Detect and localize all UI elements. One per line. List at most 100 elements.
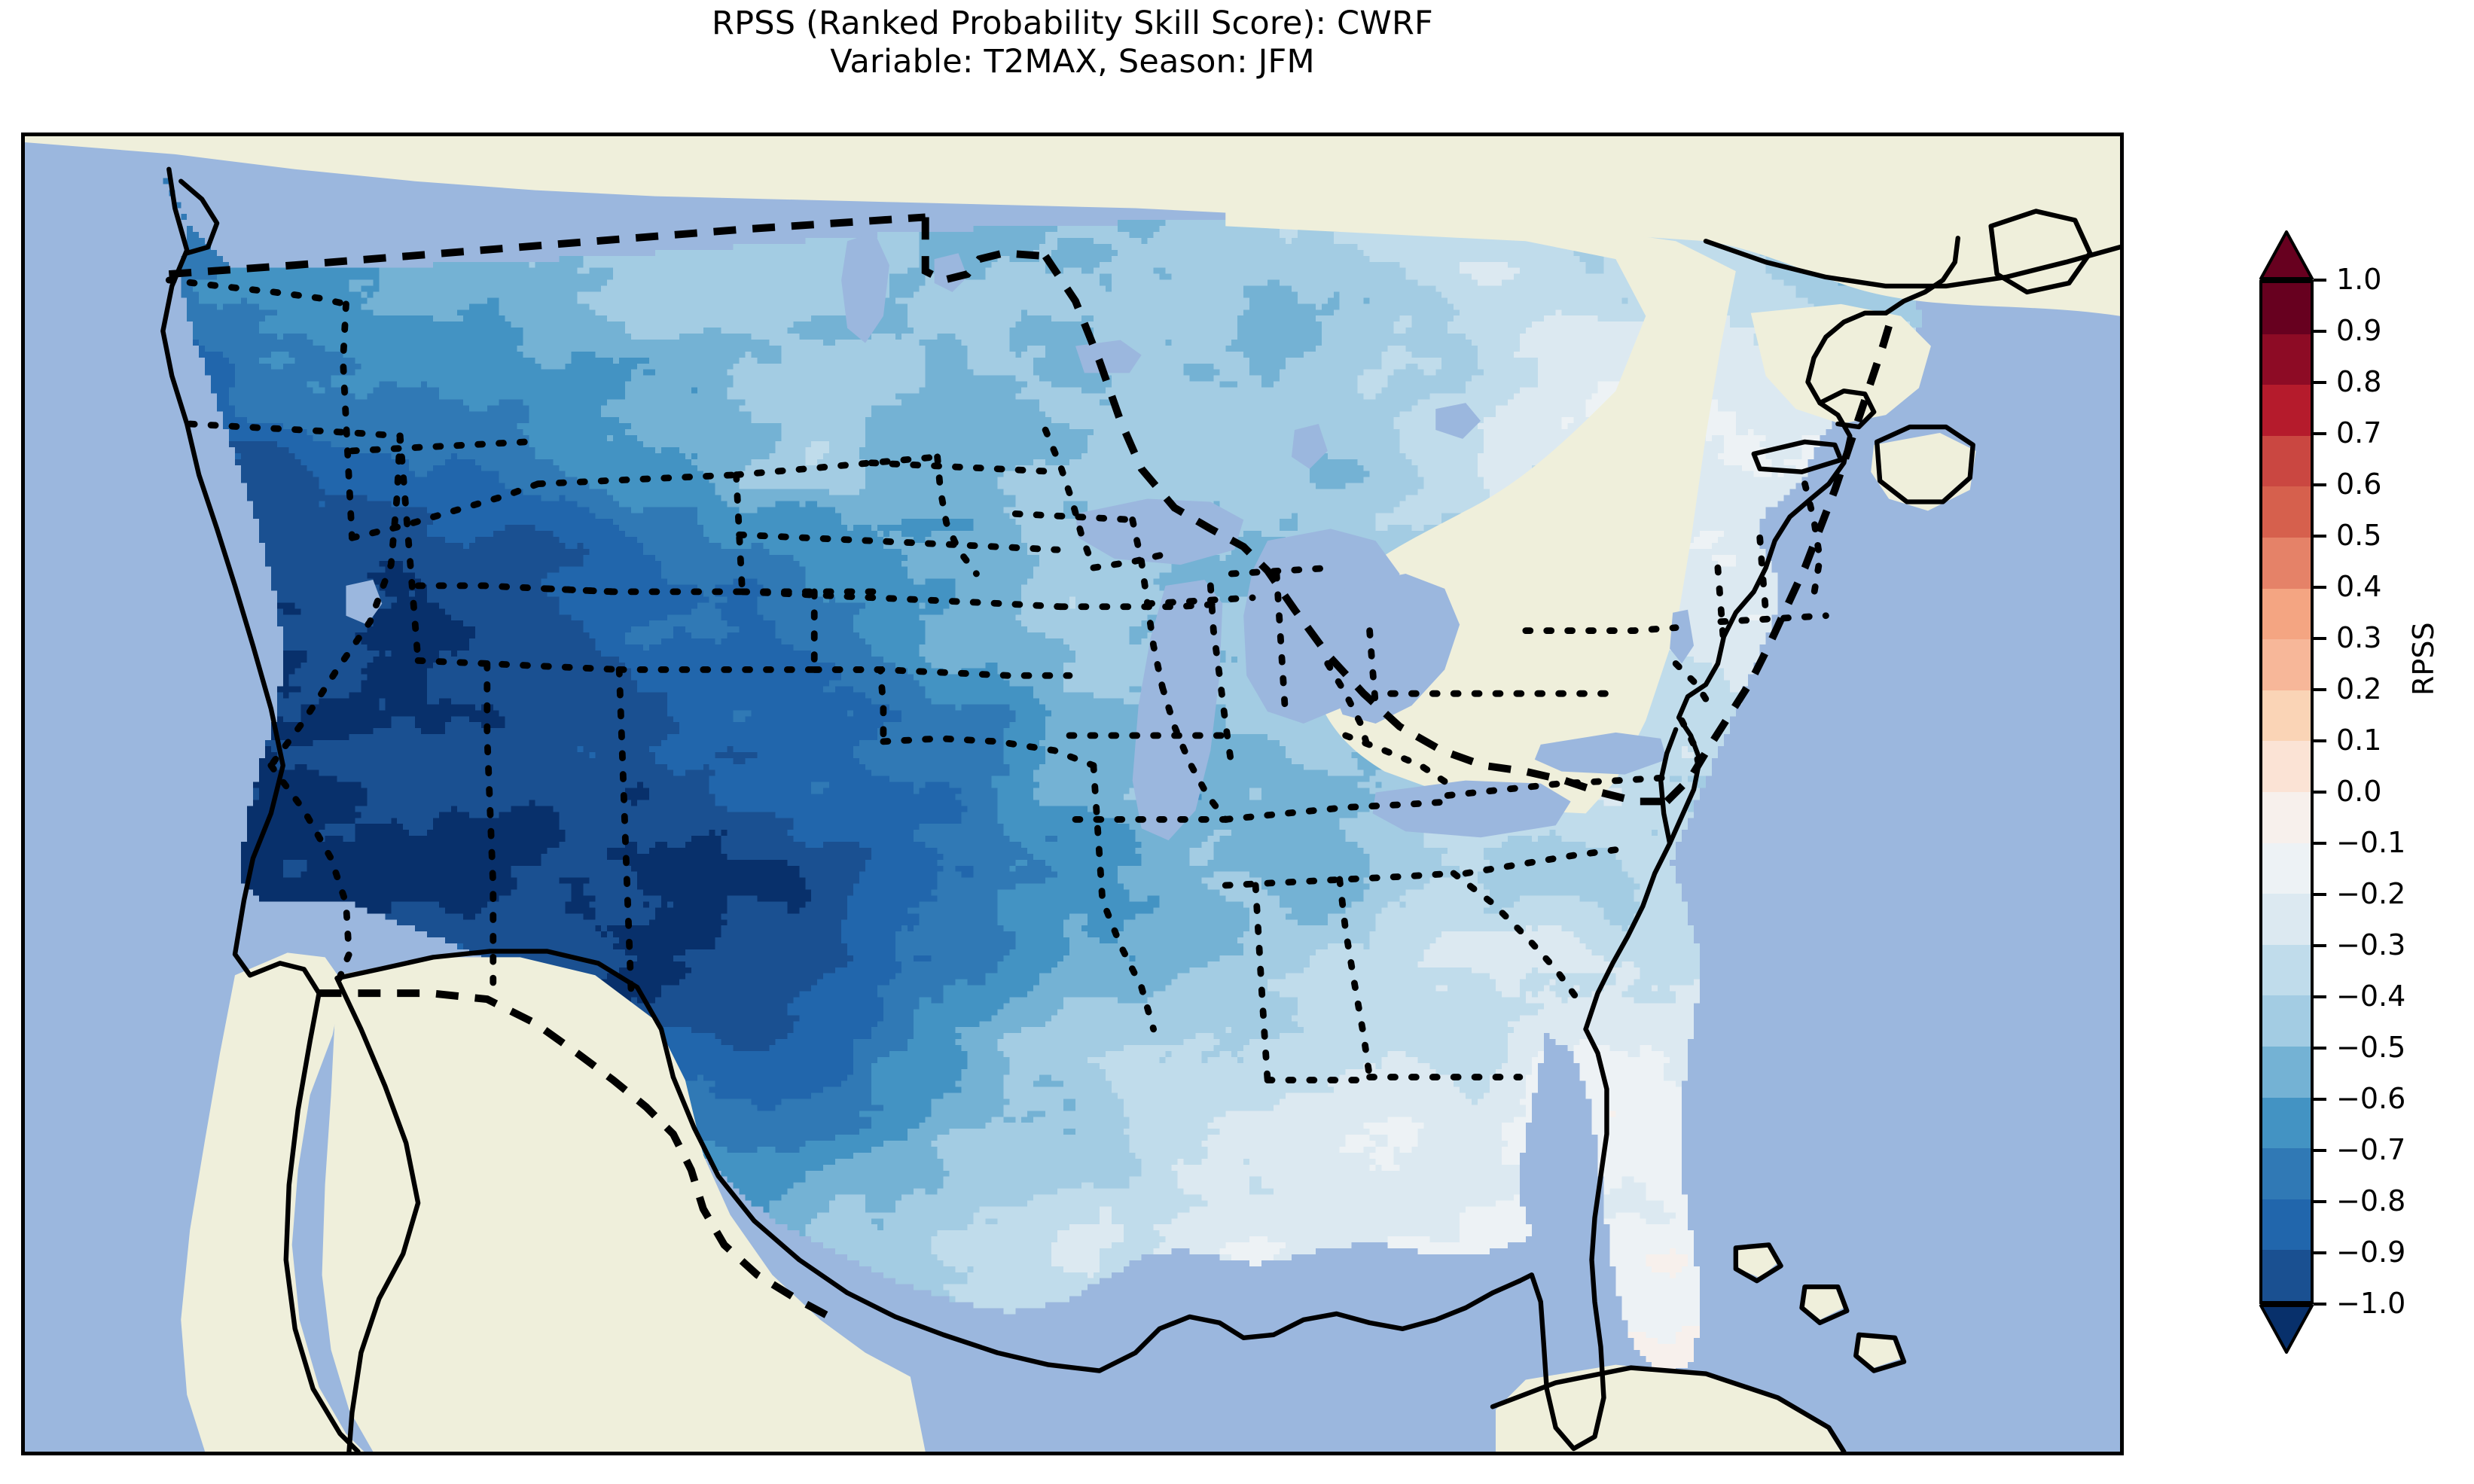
colorbar-band-10 <box>2262 791 2311 843</box>
mt-nd-border <box>733 453 941 479</box>
al-ga-border <box>1336 876 1373 1080</box>
great-salt-lake <box>346 579 383 625</box>
colorbar-band-16 <box>2262 1097 2311 1149</box>
tick-label: −0.1 <box>2336 826 2406 859</box>
ny-vt-nh-border <box>1714 564 1728 649</box>
mexico-east-coastline <box>334 949 676 1080</box>
prairie-lake-b <box>1435 403 1481 439</box>
mn-ia-border <box>1011 510 1136 523</box>
us-canada-border-west <box>168 213 926 279</box>
pa-ny-border <box>1522 624 1679 634</box>
colorbar-band-17 <box>2262 1148 2311 1199</box>
nd-mn-border <box>934 453 980 577</box>
nh-me-border <box>1801 480 1823 599</box>
tick-label: −0.8 <box>2336 1184 2406 1217</box>
baja-coastline <box>283 990 361 1452</box>
colorbar-band-13 <box>2262 944 2311 996</box>
pacific-coastline <box>160 166 322 996</box>
tick-mark <box>2314 1303 2326 1306</box>
tick-mark <box>2314 279 2326 282</box>
canada-north-coastline <box>1703 239 2120 289</box>
or-ca-nv-border <box>186 420 404 440</box>
tick-mark <box>2314 1200 2326 1203</box>
colorbar-band-19 <box>2262 1250 2311 1301</box>
ca-nv-diag <box>267 432 404 769</box>
tick-label: −0.5 <box>2336 1031 2406 1064</box>
atlantic-coastline <box>1583 310 1889 1032</box>
colorbar-band-9 <box>2262 741 2311 792</box>
de-md-border <box>1678 717 1704 772</box>
ks-ok-border <box>810 666 1073 679</box>
colorbar-band-5 <box>2262 537 2311 589</box>
mt-wy-border <box>535 471 740 487</box>
us-mexico-border <box>319 989 837 1324</box>
land-polygons <box>25 136 2120 1452</box>
nova-scotia-coastline <box>1874 424 1975 504</box>
colorbar-band-8 <box>2262 690 2311 742</box>
colorbar[interactable]: 1.0 0.9 0.8 0.7 0.6 0.5 0.4 0.3 0.2 0.1 0.0 −0.1 −0.… <box>2259 230 2405 1354</box>
colorbar-band-2 <box>2262 385 2311 436</box>
tick-label: −0.2 <box>2336 877 2406 910</box>
lake-winnipeg <box>841 232 889 343</box>
nv-ut-border <box>396 432 422 664</box>
gulf-of-mexico-coastline <box>670 1074 1523 1373</box>
ut-co-border <box>414 582 617 596</box>
tick-mark <box>2314 586 2326 589</box>
us-canada-border-east <box>1664 315 1896 804</box>
lake-nipigon <box>1291 424 1328 469</box>
colorbar-band-11 <box>2262 843 2311 894</box>
colorbar-band-14 <box>2262 995 2311 1047</box>
map-inner <box>25 136 2120 1452</box>
lake-of-the-woods <box>934 253 968 292</box>
coastlines <box>160 166 2120 1452</box>
figure-title-block: RPSS (Ranked Probability Skill Score): C… <box>0 5 2145 81</box>
oh-pa-border <box>1366 627 1379 709</box>
tick-mark <box>2314 637 2326 640</box>
canada-landmass <box>25 136 2120 316</box>
tick-label: 0.0 <box>2336 775 2382 808</box>
country-borders <box>168 213 1896 1324</box>
az-nm-border <box>484 660 497 997</box>
sd-ne-border <box>736 531 1061 553</box>
nc-va-border <box>1444 774 1673 799</box>
colorbar-band-7 <box>2262 639 2311 690</box>
tick-mark <box>2314 535 2326 538</box>
tick-label: −1.0 <box>2336 1287 2406 1320</box>
ne-ks-border <box>739 588 1064 611</box>
mexico-mainland <box>322 957 926 1452</box>
tick-label: 0.7 <box>2336 416 2382 449</box>
lake-ontario <box>1534 732 1667 775</box>
colorbar-band-15 <box>2262 1046 2311 1098</box>
mexico-landmass <box>181 952 365 1452</box>
tick-mark <box>2314 995 2326 998</box>
tick-mark <box>2314 330 2326 333</box>
mo-il-border <box>1159 684 1229 823</box>
nj-ny-border <box>1672 660 1716 712</box>
tick-label: −0.9 <box>2336 1236 2406 1269</box>
mi-in-oh-border <box>1228 564 1338 577</box>
tick-label: 0.5 <box>2336 519 2382 552</box>
tn-ms-al-ga-border <box>1222 870 1457 889</box>
us-canada-border-lakes <box>1042 254 1667 806</box>
mi-wi-border <box>1090 549 1175 571</box>
nm-ok-tx-border <box>810 666 887 745</box>
wy-co-border <box>544 585 746 596</box>
tick-mark <box>2314 1149 2326 1152</box>
tick-mark <box>2314 432 2326 435</box>
colorbar-band-0 <box>2262 283 2311 334</box>
tick-mark <box>2314 483 2326 486</box>
colorbar-ticks: 1.0 0.9 0.8 0.7 0.6 0.5 0.4 0.3 0.2 0.1 0.0 −0.1 −0.… <box>2314 263 2474 1320</box>
wv-oh-pa-border <box>1324 660 1373 757</box>
tick-label: 0.1 <box>2336 724 2382 757</box>
colorbar-gradient <box>2259 280 2314 1304</box>
colorbar-band-4 <box>2262 486 2311 538</box>
ms-al-border <box>1252 882 1271 1083</box>
bahamas-landmass <box>1735 1245 1902 1368</box>
tx-la-border <box>1090 762 1157 1033</box>
map-axes[interactable] <box>21 133 2124 1455</box>
lake-michigan <box>1132 579 1223 841</box>
tick-label: 0.2 <box>2336 672 2382 705</box>
colorbar-extend-top-arrow <box>2259 230 2314 280</box>
ga-sc-border <box>1450 870 1583 1006</box>
tick-mark <box>2314 381 2326 384</box>
